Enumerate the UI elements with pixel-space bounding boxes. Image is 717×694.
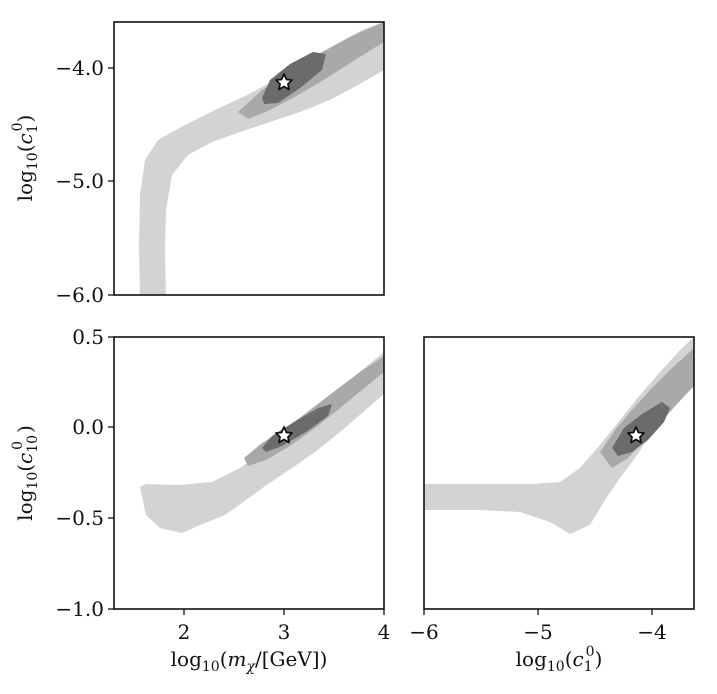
- panel-top-left: −4.0 −5.0 −6.0 log10(c10): [10, 21, 385, 307]
- best-fit-star: [275, 73, 293, 91]
- contour-1sigma: [262, 52, 326, 104]
- y-tick-label: −0.5: [55, 506, 104, 530]
- contour-3sigma: [139, 22, 384, 295]
- x-tick-label: −4: [637, 620, 666, 644]
- y-axis-label: log10(c100): [10, 425, 41, 521]
- panel-frame: [113, 336, 385, 610]
- best-fit-star: [627, 426, 645, 444]
- panel-frame: [423, 336, 695, 610]
- x-tick-label: 2: [178, 620, 191, 644]
- panel-bottom-right: −6 −5 −4 log10(c10): [409, 336, 695, 675]
- y-tick-label: −4.0: [55, 56, 104, 80]
- x-tick-label: 3: [278, 620, 291, 644]
- contour-1sigma: [612, 402, 670, 456]
- contour-3sigma: [140, 352, 384, 533]
- panel-bottom-left: 0.5 0.0 −0.5 −1.0 2 3 4 log10(c100) log1…: [10, 325, 390, 675]
- y-tick-label: 0.5: [72, 325, 104, 349]
- y-tick-label: −6.0: [55, 283, 104, 307]
- x-tick-label: 4: [378, 620, 391, 644]
- x-axis-label: log10(mχ/[GeV]): [171, 647, 328, 675]
- y-axis-label: log10(c10): [10, 115, 41, 202]
- panel-frame: [113, 21, 385, 296]
- contour-3sigma: [424, 337, 694, 534]
- y-tick-label: −5.0: [55, 169, 104, 193]
- best-fit-star: [275, 426, 293, 444]
- y-tick-label: 0.0: [72, 415, 104, 439]
- x-tick-label: −6: [409, 620, 438, 644]
- x-axis-label: log10(c10): [516, 644, 603, 675]
- x-tick-label: −5: [523, 620, 552, 644]
- y-tick-label: −1.0: [55, 597, 104, 621]
